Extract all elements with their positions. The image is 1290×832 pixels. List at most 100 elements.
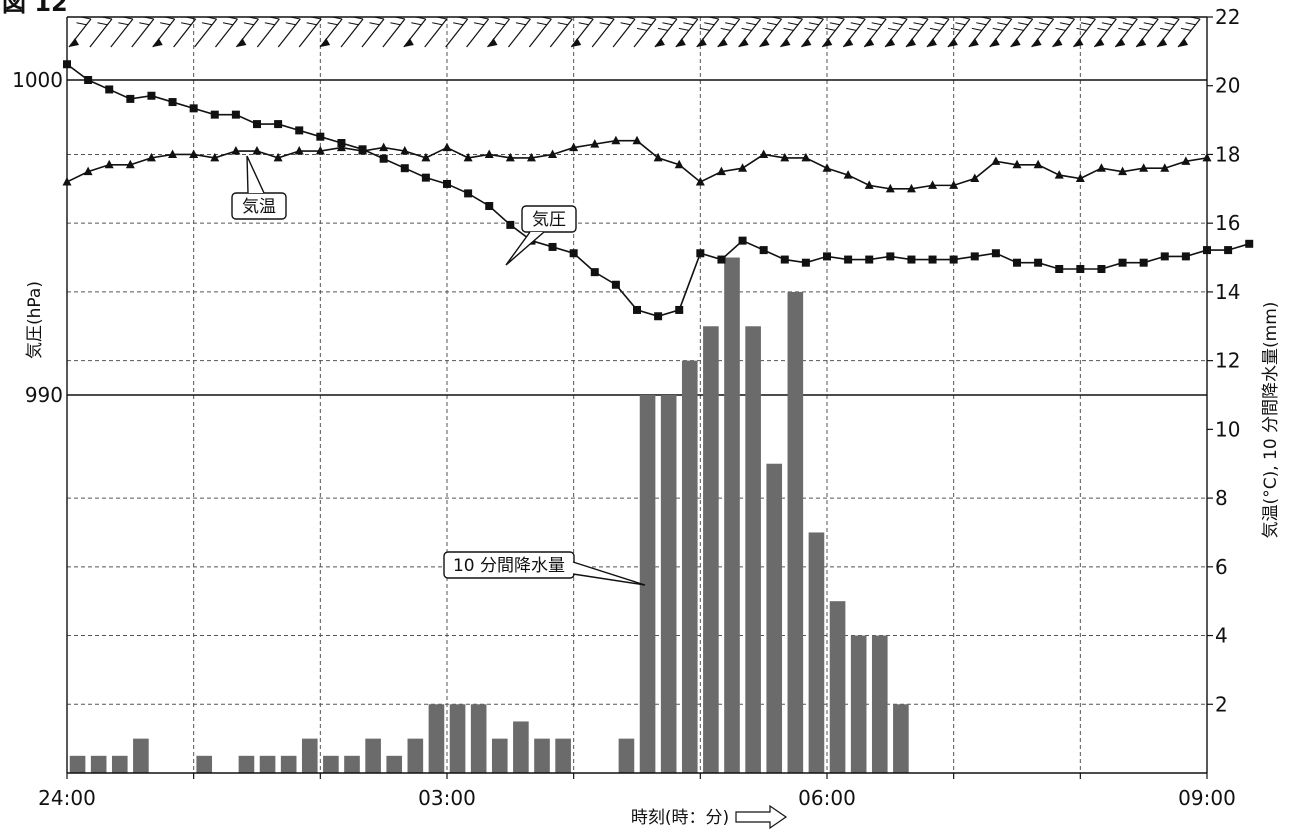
pressure-point — [928, 255, 937, 264]
wind-barb-feather — [704, 22, 715, 26]
wind-barb — [570, 16, 594, 48]
wind-barb-feather — [1034, 27, 1045, 31]
wind-barb — [131, 16, 155, 48]
left-tick-label: 1000 — [12, 68, 63, 92]
wind-barb-feather — [118, 22, 129, 26]
wind-barb-feather — [725, 22, 736, 26]
pressure-point — [1224, 246, 1233, 255]
wind-barb-pennant — [906, 38, 917, 47]
pressure-point — [1181, 252, 1190, 261]
callout-text: 気温 — [242, 197, 276, 217]
wind-barb-feather — [1160, 27, 1171, 31]
temperature-point — [358, 146, 368, 155]
wind-barb-feather — [620, 22, 631, 26]
wind-barb — [445, 16, 469, 48]
wind-barb-pennant — [1094, 38, 1105, 47]
wind-barb — [905, 16, 929, 48]
precipitation-bar — [766, 463, 783, 773]
precipitation-bar — [787, 291, 804, 773]
temperature-point — [906, 183, 916, 193]
wind-barb-shaft — [256, 18, 280, 48]
right-tick-label: 18 — [1215, 142, 1240, 166]
wind-barb-shaft — [173, 18, 197, 48]
temperature-point — [1033, 159, 1043, 169]
wind-barb-feather — [850, 22, 861, 26]
wind-barb — [1093, 16, 1117, 48]
pressure-point — [168, 98, 177, 107]
pressure-point — [295, 126, 304, 135]
wind-barb-pennant — [696, 38, 707, 47]
pressure-point — [696, 249, 705, 258]
wind-barb-feather — [599, 22, 610, 26]
wind-barb — [382, 16, 406, 48]
wind-barb-pennant — [1073, 38, 1084, 47]
wind-barb-pennant — [885, 38, 896, 47]
wind-barb-pennant — [947, 38, 958, 47]
wind-barb — [821, 16, 845, 48]
temperature-point — [526, 152, 536, 162]
wind-barb-feather — [678, 27, 689, 31]
temperature-point — [505, 152, 515, 162]
precipitation-bar — [301, 738, 318, 773]
precipitation-bar — [618, 738, 635, 773]
wind-barb-feather — [557, 22, 568, 26]
right-axis-title: 気温(°C), 10 分間降水量(mm) — [1261, 302, 1281, 539]
wind-barb-feather — [929, 27, 941, 31]
pressure-point — [464, 189, 473, 198]
wind-barb-shaft — [361, 18, 385, 48]
pressure-point — [1118, 258, 1127, 267]
precipitation-bar — [133, 738, 149, 773]
pressure-point — [569, 249, 578, 258]
pressure-point — [548, 242, 557, 251]
wind-barb-feather — [976, 22, 987, 26]
temperature-point — [801, 152, 811, 162]
wind-barb-feather — [432, 22, 443, 26]
wind-barb-shaft — [298, 18, 322, 48]
wind-barb-pennant — [926, 38, 937, 47]
temperature-point — [716, 166, 726, 176]
precipitation-bar — [681, 360, 698, 773]
wind-barb-feather — [494, 22, 506, 26]
temperature-point — [210, 152, 220, 162]
precipitation-bar — [660, 395, 677, 773]
wind-barb-feather — [97, 22, 108, 26]
wind-barb — [110, 16, 134, 48]
wind-barb-feather — [1101, 22, 1112, 26]
wind-barb — [424, 16, 448, 48]
wind-barb-pennant — [675, 38, 686, 47]
temperature-point — [843, 170, 853, 179]
left-axis-title: 気圧(hPa) — [25, 281, 45, 359]
pressure-point — [105, 85, 114, 94]
x-tick-label: 24:00 — [38, 786, 96, 810]
precipitation-bar — [344, 755, 360, 773]
temperature-point — [1012, 159, 1022, 169]
wind-barb-pennant — [843, 38, 854, 47]
right-tick-label: 16 — [1215, 211, 1240, 235]
wind-barb — [1052, 16, 1075, 48]
wind-barb-feather — [306, 22, 317, 26]
temperature-point — [780, 152, 790, 162]
temperature-point — [949, 180, 959, 189]
wind-barb-pennant — [69, 38, 79, 47]
wind-barb-shaft — [633, 18, 657, 48]
pressure-point — [1013, 258, 1021, 267]
wind-barb — [403, 16, 427, 48]
callout: 気圧 — [505, 205, 577, 266]
wind-barb-shaft — [445, 18, 469, 48]
temperature-point — [421, 152, 431, 162]
wind-barb-feather — [473, 22, 485, 26]
wind-barb-shaft — [591, 18, 615, 48]
precipitation-bar — [808, 532, 825, 773]
wind-barb-pennant — [152, 38, 163, 47]
wind-barb-shaft — [215, 18, 238, 48]
wind-barb-feather — [825, 27, 836, 31]
wind-barb-pennant — [864, 38, 875, 47]
wind-barb-shaft — [528, 18, 552, 48]
wind-barb-feather — [867, 27, 878, 31]
precipitation-bar — [259, 755, 276, 773]
wind-barb-pennant — [1136, 38, 1147, 47]
callout-pointer — [505, 231, 545, 266]
wind-barb-pennant — [320, 38, 331, 47]
wind-barb-feather — [934, 22, 945, 26]
wind-barb-feather — [1080, 22, 1092, 26]
